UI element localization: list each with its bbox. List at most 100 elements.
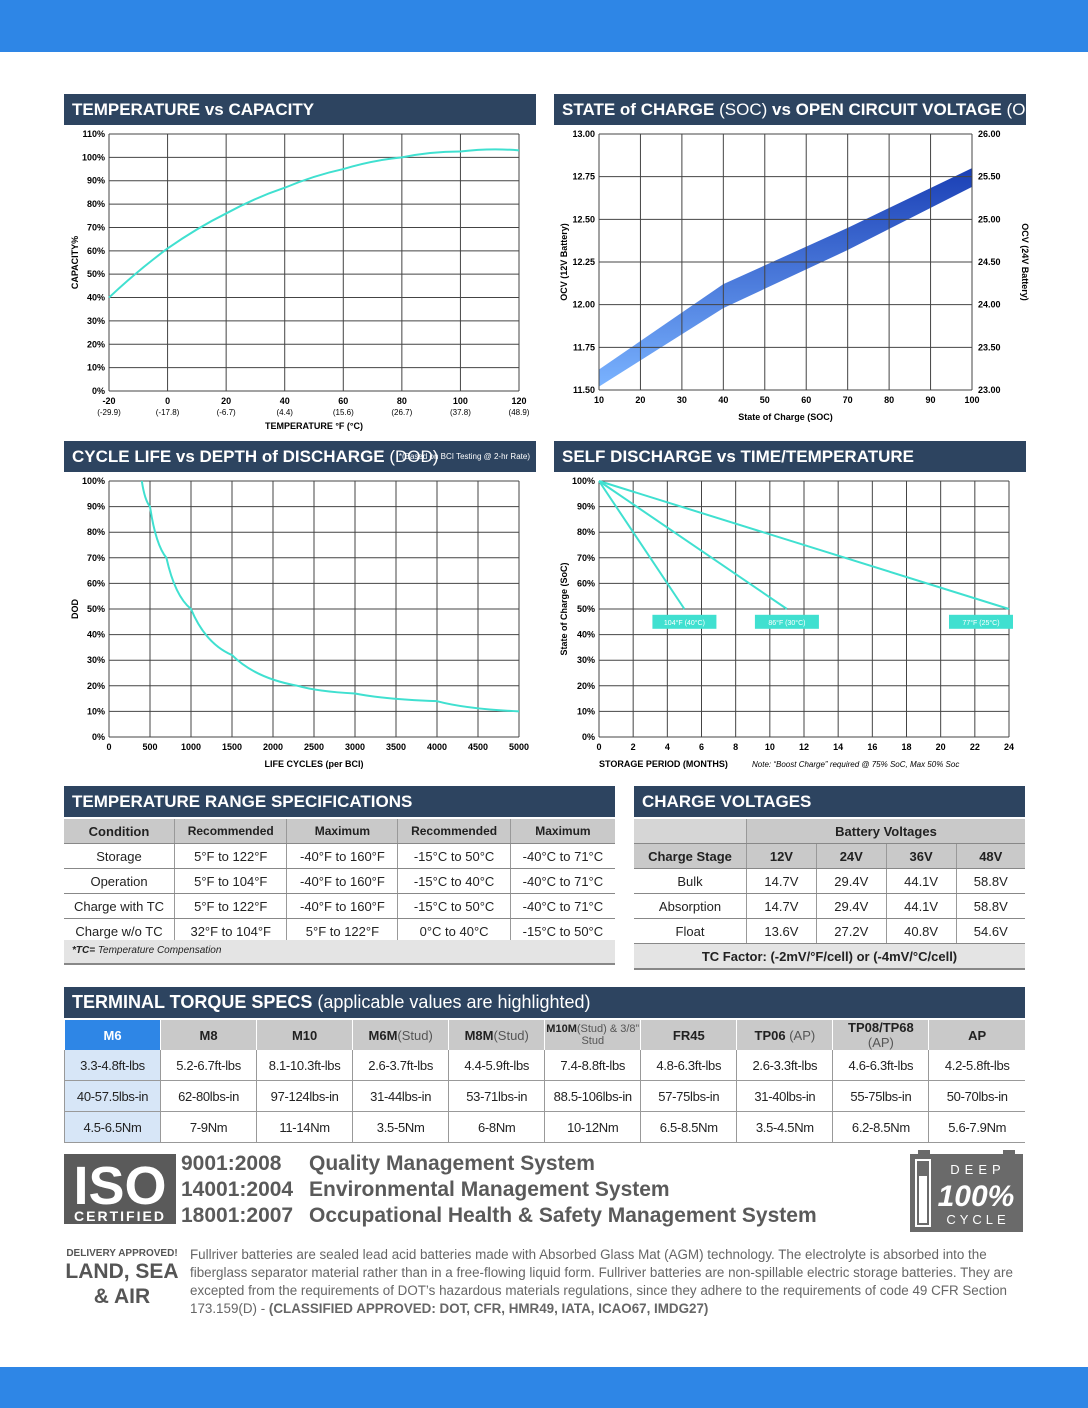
x-tick-label: 6 [699, 742, 704, 752]
x-tick-label-c: (37.8) [450, 408, 471, 417]
x-tick-label: 4000 [427, 742, 447, 752]
torque-col-header: M8 [160, 1020, 257, 1050]
torque-table: M6 M8 M10 M6M(Stud) M8M(Stud) M10M(Stud) & 3/… [63, 1020, 1025, 1143]
y-tick-label: 11.75 [573, 342, 595, 352]
discharge-label-box [949, 614, 1013, 629]
deep-cycle-badge: DEEP 100% CYCLE [910, 1150, 1023, 1232]
torque-col-header: AP [928, 1020, 1025, 1050]
x-tick-label-c: (-6.7) [217, 408, 236, 417]
x-tick-label: 100 [453, 396, 468, 406]
col-header: Maximum [286, 819, 398, 844]
x-tick-label: 20 [635, 395, 645, 405]
y-tick-label: 50% [577, 604, 595, 614]
iso-logo: ISO CERTIFIED [64, 1154, 176, 1224]
x-tick-label: 120 [511, 396, 526, 406]
header-title: CHARGE VOLTAGES [642, 792, 812, 811]
x-tick-label: 14 [833, 742, 843, 752]
table-cell: 4.6-6.3ft-lbs [832, 1050, 929, 1081]
x-tick-label: 12 [799, 742, 809, 752]
iso-text: Environmental Management System [309, 1178, 670, 1201]
table-cell: 29.4V [815, 868, 887, 894]
table-cell: 4.4-5.9ft-lbs [448, 1050, 545, 1081]
discharge-label: 77°F (25°C) [962, 619, 999, 627]
iso-text: Occupational Health & Safety Management … [309, 1204, 817, 1227]
y-tick-label: 12.75 [572, 172, 595, 182]
table-cell: -40°C to 71°C [509, 843, 615, 869]
header-title-c: vs OPEN CIRCUIT VOLTAGE [771, 100, 1002, 119]
table-cell: 58.8V [955, 893, 1025, 919]
y-tick-label: 80% [87, 199, 105, 209]
col-header: Recommended [173, 819, 287, 844]
table-cell: 54.6V [955, 918, 1025, 944]
table-row: Operation 5°F to 104°F -40°F to 160°F -15°C… [64, 868, 615, 894]
table-cell: Bulk [634, 868, 747, 894]
x-tick-label-c: (26.7) [391, 408, 412, 417]
table-cell: 44.1V [885, 893, 957, 919]
y-tick-label: 70% [87, 222, 105, 232]
col-header: 12V [746, 843, 817, 869]
table-cell: 3.3-4.8ft-lbs [63, 1050, 161, 1081]
y-tick-label: 20% [87, 681, 105, 691]
table-cell: Charge w/o TC [64, 918, 175, 944]
table-cell: 57-75lbs-in [640, 1080, 737, 1112]
torque-header: TERMINAL TORQUE SPECS (applicable values… [64, 987, 1025, 1018]
table-cell: 6-8Nm [448, 1111, 545, 1143]
iso-standard-row: 9001:2008 Quality Management System [181, 1151, 817, 1177]
table-cell: Operation [64, 868, 175, 894]
x-tick-label: -20 [102, 396, 115, 406]
x-tick-label: 4500 [468, 742, 488, 752]
table-cell: 62-80lbs-in [160, 1080, 257, 1112]
discharge-label: 86°F (30°C) [768, 619, 805, 627]
table-cell: 40.8V [885, 918, 957, 944]
table-cell: 14.7V [746, 868, 817, 894]
table-cell: 5°F to 122°F [173, 843, 287, 869]
badge-mid: 100% [938, 1180, 1015, 1213]
x-tick-label: 0 [106, 742, 111, 752]
y-tick-label: 60% [87, 578, 105, 588]
description: Fullriver batteries are sealed lead acid… [190, 1246, 1030, 1318]
table-cell: 29.4V [815, 893, 887, 919]
table-cell: Absorption [634, 893, 747, 919]
table-cell: 13.6V [746, 918, 817, 944]
y-tick-label: 100% [82, 152, 105, 162]
x-tick-label: 2 [631, 742, 636, 752]
header-title-b: (SOC) [714, 100, 772, 119]
y-tick-label: 0% [92, 732, 105, 742]
table-cell: 2.6-3.7ft-lbs [352, 1050, 449, 1081]
y-tick-label: 26.00 [978, 129, 1001, 139]
table-cell: 4.5-6.5Nm [63, 1111, 161, 1143]
temp-capacity-chart: 0% 10% 20% 30% 40% 50% 60% 70% 80% 90% 100% 110% -20… [70, 129, 530, 431]
table-cell: -40°F to 160°F [286, 893, 398, 919]
table-row: Bulk 14.7V 29.4V 44.1V 58.8V [634, 868, 1025, 894]
table-cell: 14.7V [746, 893, 817, 919]
y-tick-label: 80% [87, 527, 105, 537]
y-tick-label: 90% [87, 176, 105, 186]
delivery-line1: LAND, SEA [65, 1260, 179, 1283]
torque-col-header: TP08/TP68 (AP) [832, 1020, 929, 1050]
discharge-label-box [754, 614, 819, 629]
y-tick-label: 40% [87, 293, 105, 303]
tc-factor: TC Factor: (-2mV/°F/cell) or (-4mV/°C/ce… [634, 943, 1025, 970]
header-title: TEMPERATURE vs CAPACITY [72, 100, 315, 119]
table-row: Storage 5°F to 122°F -40°F to 160°F -15°C t… [64, 843, 615, 869]
header-title-b: (DOD) [384, 447, 439, 466]
x-tick-label: 1000 [181, 742, 201, 752]
table-cell: Charge with TC [64, 893, 175, 919]
table-cell: -15°C to 50°C [397, 893, 511, 919]
y-tick-label: 0% [582, 732, 595, 742]
col-header: 24V [815, 843, 887, 869]
y-tick-label: 25.50 [978, 172, 1001, 182]
table-cell: -15°C to 40°C [397, 868, 511, 894]
x-axis-label: STORAGE PERIOD (MONTHS) [599, 759, 728, 769]
col-header: Maximum [509, 819, 615, 844]
x-tick-label: 4 [665, 742, 670, 752]
tc-note: *TC= Temperature Compensation [64, 940, 615, 965]
y-tick-label: 0% [92, 386, 105, 396]
col-header: Recommended [397, 819, 511, 844]
torque-col-header: M6 [63, 1020, 161, 1050]
soc-ocv-chart: 11.50 11.75 12.00 12.25 12.50 12.75 13.00 23.00… [559, 129, 1030, 422]
y-tick-label: 90% [87, 502, 105, 512]
cycle-life-header: CYCLE LIFE vs DEPTH of DISCHARGE (DOD) *(… [64, 441, 536, 472]
y-tick-label: 10% [87, 363, 105, 373]
tc-note-bold: *TC= [72, 945, 96, 956]
